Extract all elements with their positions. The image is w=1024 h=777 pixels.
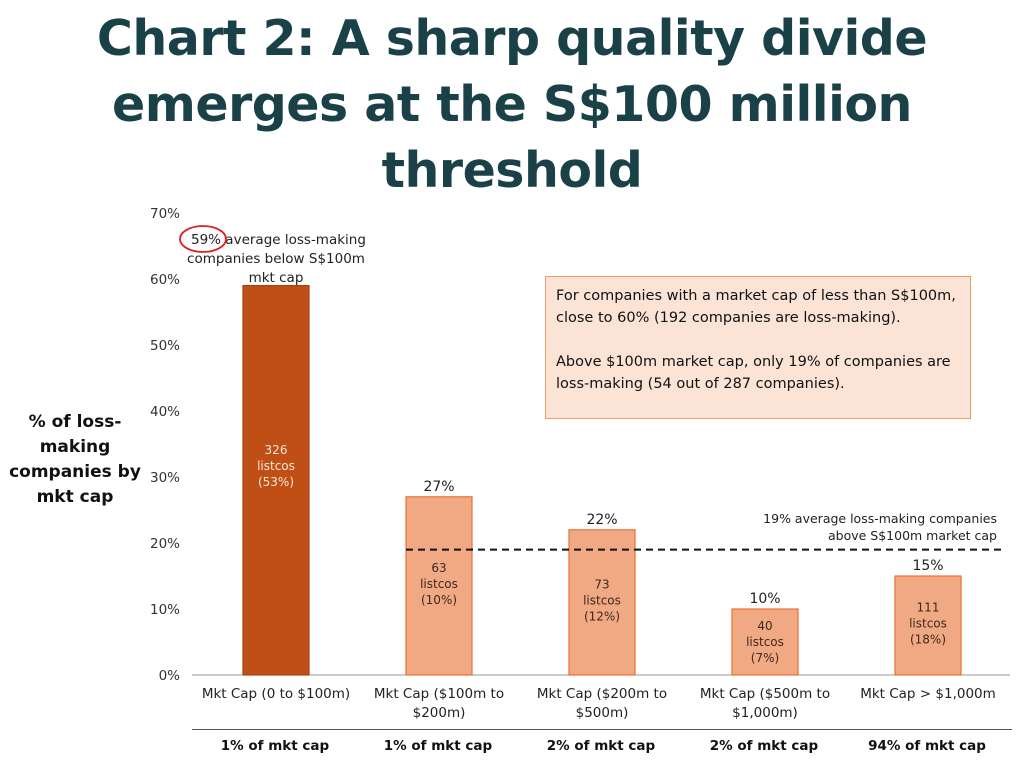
bar-inner-label: listcos [420,577,458,591]
below-threshold-note: companies below S$100m [187,251,365,267]
chart-title: Chart 2: A sharp quality divide emerges … [96,10,928,199]
mkt-cap-share-5: 94% of mkt cap [868,738,986,754]
y-tick-label: 50% [150,338,180,354]
bar-inner-label: 63 [431,561,446,575]
bar-inner-label: listcos [746,635,784,649]
y-tick-label: 70% [150,206,180,222]
y-tick-label: 30% [150,470,180,486]
mkt-cap-share-4: 2% of mkt cap [709,738,819,754]
y-tick-label: 40% [150,404,180,420]
bar-inner-label: 40 [757,619,772,633]
annotation-para-2: Above $100m market cap, only 19% of comp… [556,354,951,392]
x-category-label: $1,000m) [732,705,798,721]
bar-inner-label: (53%) [258,475,294,489]
x-category-label: Mkt Cap ($200m to [537,686,667,702]
bar-inner-label: listcos [909,617,947,631]
bar-value-label: 22% [586,512,617,528]
bar [242,285,310,676]
x-category-label: Mkt Cap (0 to $100m) [202,686,350,702]
bar [568,529,636,676]
bar [894,575,962,676]
annotation-box: For companies with a market cap of less … [545,276,971,419]
x-category-label: $500m) [576,705,629,721]
bar-value-label: 27% [423,479,454,495]
reference-line-label: above S$100m market cap [828,528,997,543]
y-tick-label: 60% [150,272,180,288]
bar-inner-label: 111 [917,601,940,615]
mkt-cap-share-2: 1% of mkt cap [383,738,493,754]
reference-line-label: 19% average loss-making companies [763,511,997,526]
bar-value-label: 15% [912,558,943,574]
bar-inner-label: 73 [594,577,609,591]
x-category-label: Mkt Cap ($100m to [374,686,504,702]
below-threshold-text: average loss-making [221,232,366,248]
bar [405,496,473,676]
bar-inner-label: (10%) [421,593,457,607]
x-category-label: Mkt Cap ($500m to [700,686,830,702]
annotation-para-1: For companies with a market cap of less … [556,288,956,326]
mkt-cap-share-3: 2% of mkt cap [546,738,656,754]
bar-inner-label: (18%) [910,633,946,647]
y-tick-label: 10% [150,602,180,618]
below-threshold-note: mkt cap [249,270,304,286]
footer-divider [192,729,1012,730]
mkt-cap-share-1: 1% of mkt cap [220,738,330,754]
x-category-label: Mkt Cap > $1,000m [860,686,996,702]
below-threshold-note: 59% average loss-making [191,232,366,248]
highlight-circle [179,225,227,253]
y-axis-label: % of loss-making companies by mkt cap [9,412,141,507]
bar [731,608,799,676]
x-category-label: $200m) [413,705,466,721]
bar-inner-label: (7%) [751,651,779,665]
y-tick-label: 20% [150,536,180,552]
bar-inner-label: listcos [583,593,621,607]
below-threshold-pct: 59% [191,232,221,248]
bar-inner-label: (12%) [584,609,620,623]
y-tick-label: 0% [159,668,181,684]
bar-inner-label: listcos [257,459,295,473]
bar-value-label: 10% [749,591,780,607]
bar-inner-label: 326 [265,443,288,457]
